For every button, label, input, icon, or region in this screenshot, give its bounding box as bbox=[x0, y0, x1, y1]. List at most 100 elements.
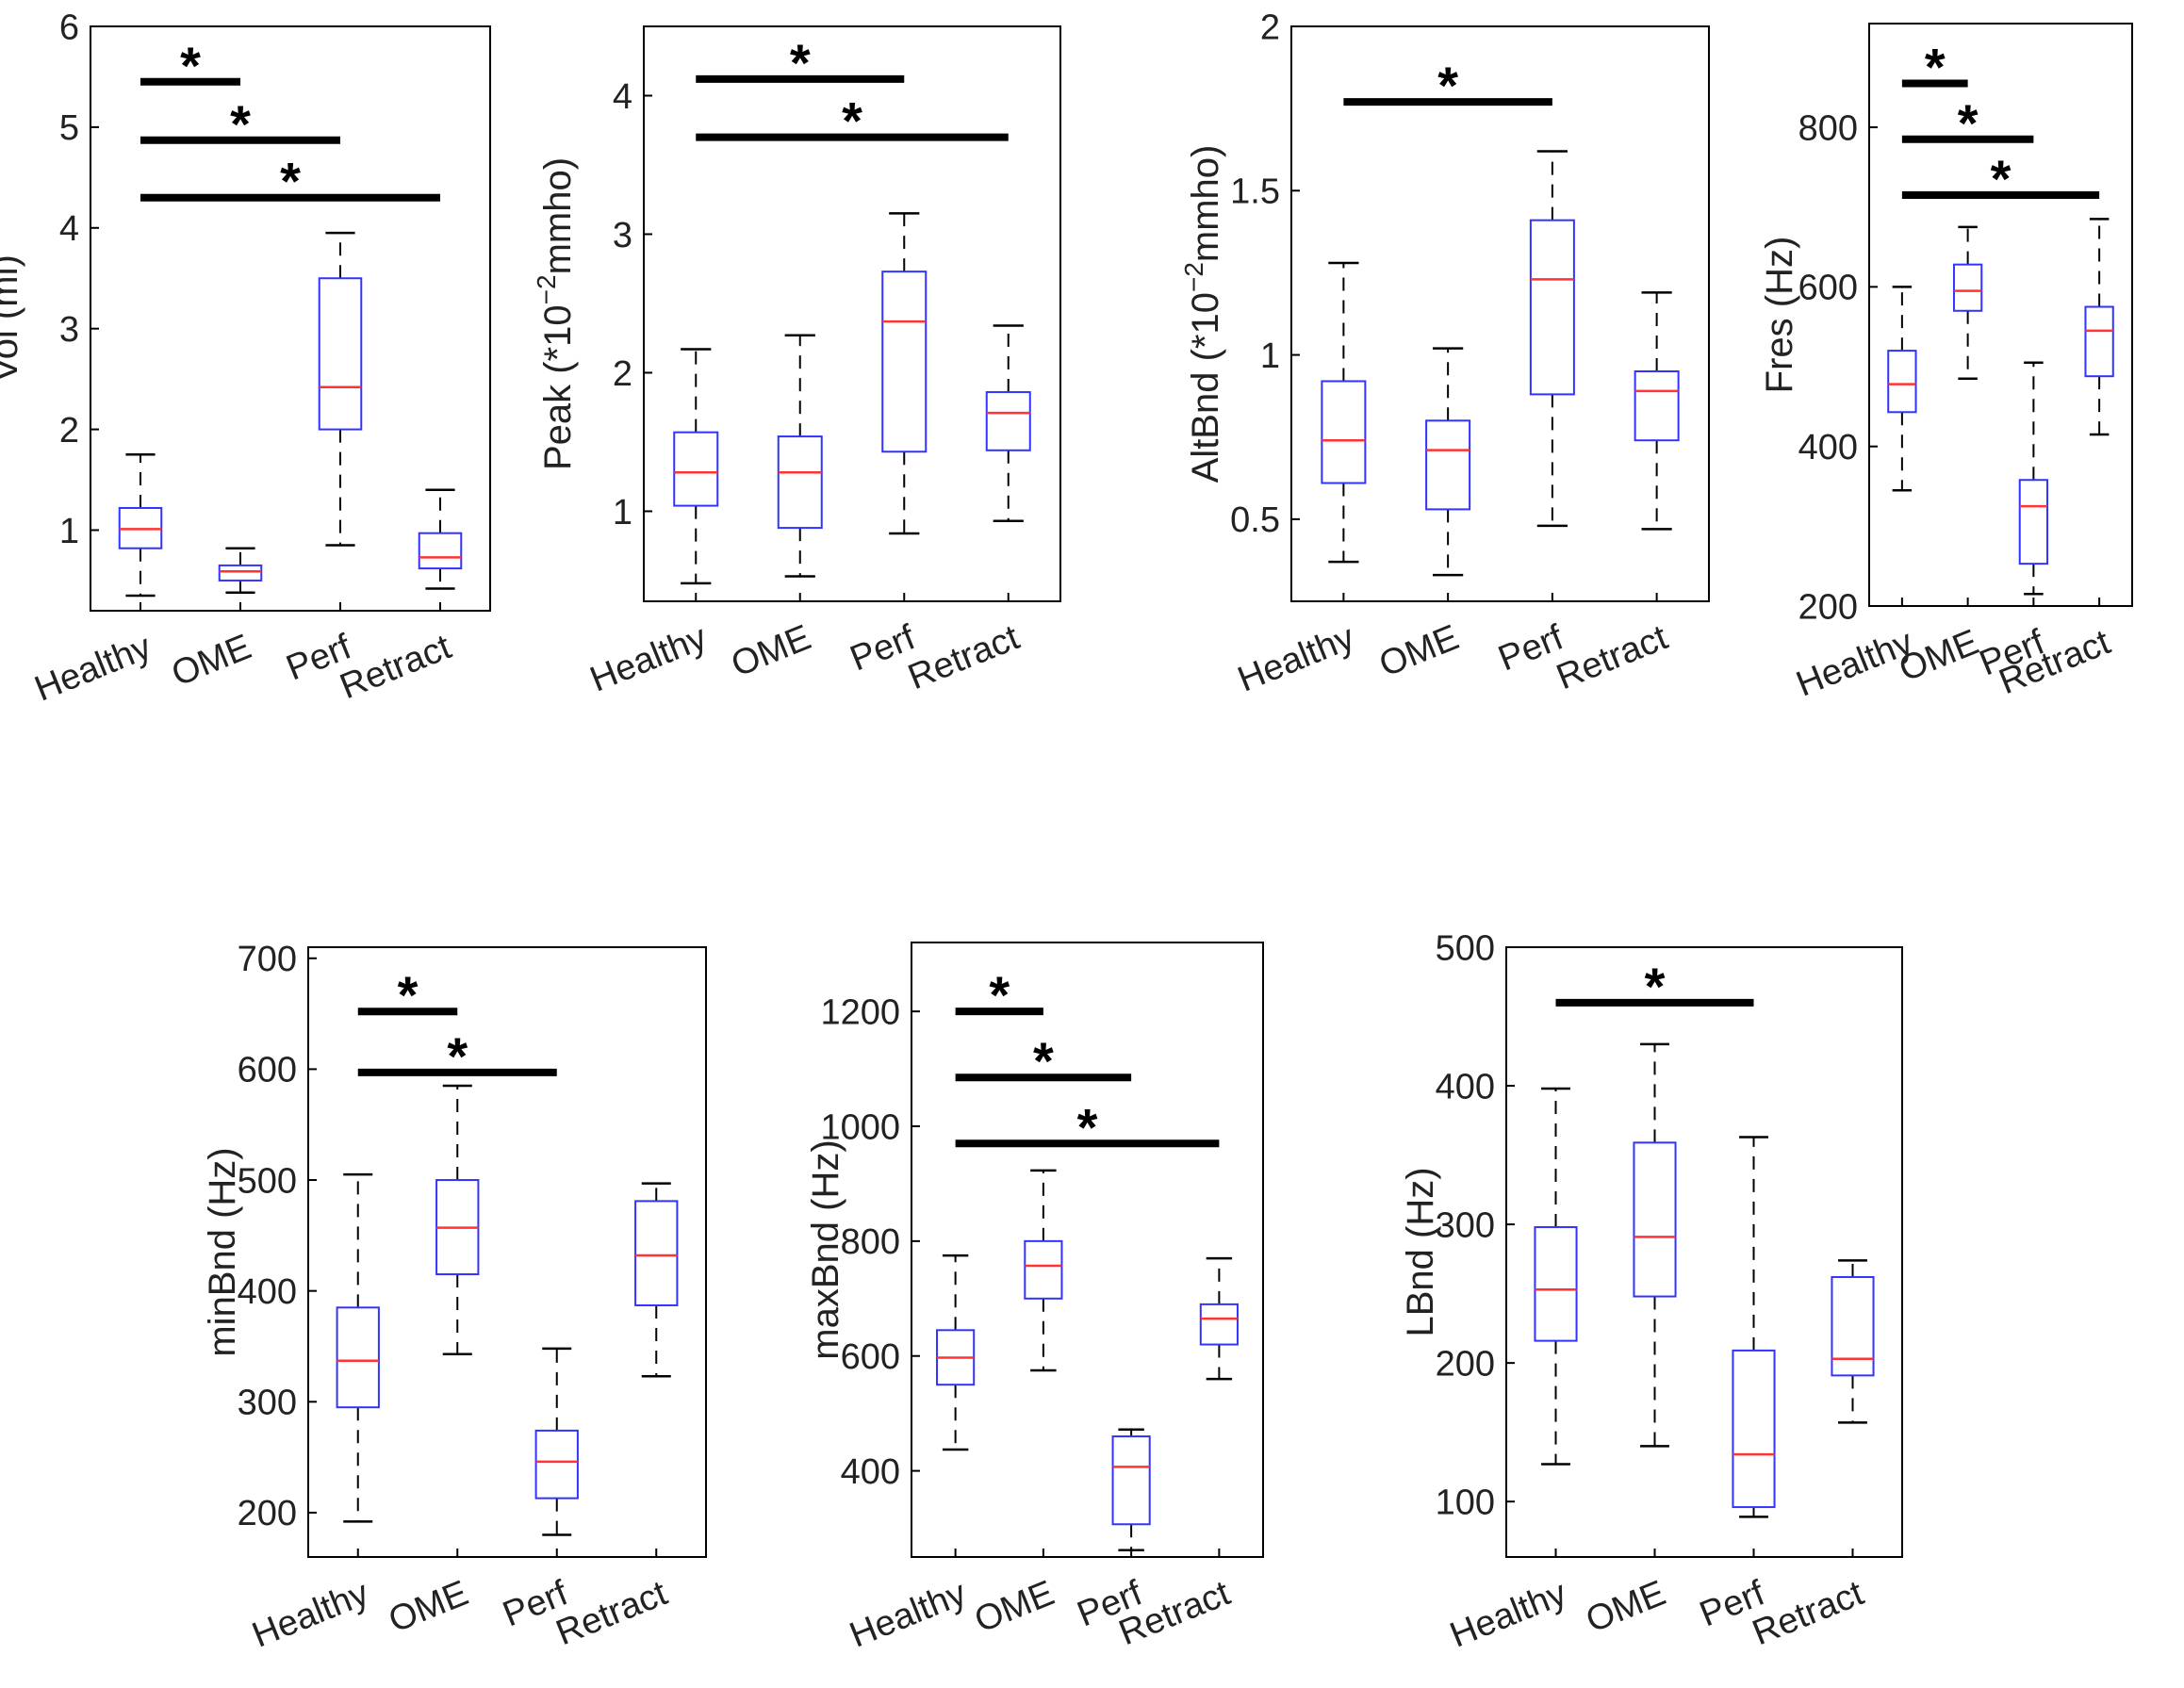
y-tick-label: 1000 bbox=[820, 1107, 900, 1147]
x-tick-label-healthy: Healthy bbox=[1233, 617, 1360, 699]
box-perf bbox=[1111, 1428, 1151, 1551]
y-axis-label: Vol (ml) bbox=[0, 254, 25, 383]
box-healthy bbox=[673, 348, 719, 585]
y-tick-label: 400 bbox=[1798, 428, 1858, 467]
y-axis-label-main: LBnd (Hz) bbox=[1400, 1167, 1441, 1336]
significance-star: * bbox=[230, 94, 251, 154]
box-ome bbox=[1633, 1042, 1677, 1448]
x-tick-label-retract: Retract bbox=[550, 1573, 673, 1653]
iqr-box bbox=[1732, 1349, 1776, 1509]
y-tick-label: 1 bbox=[613, 493, 632, 533]
box-ome bbox=[435, 1084, 480, 1355]
significance-star: * bbox=[280, 152, 301, 211]
box-retract bbox=[1634, 291, 1680, 531]
y-tick-label: 500 bbox=[238, 1161, 297, 1201]
y-axis-label: AltBnd (*10−2mmho) bbox=[1179, 145, 1226, 483]
y-axis-label: minBnd (Hz) bbox=[202, 1147, 243, 1356]
y-tick-label: 5 bbox=[59, 108, 79, 148]
significance-star: * bbox=[1645, 957, 1666, 1016]
x-tick-label-retract: Retract bbox=[1748, 1573, 1870, 1653]
iqr-box bbox=[1425, 419, 1471, 511]
y-tick-label: 1.5 bbox=[1230, 172, 1280, 212]
plot-frame bbox=[911, 942, 1264, 1558]
iqr-box bbox=[1199, 1303, 1239, 1346]
y-axis-label-exponent: −2 bbox=[1179, 262, 1208, 292]
significance-star: * bbox=[398, 965, 419, 1024]
box-perf bbox=[1529, 150, 1575, 528]
box-perf bbox=[881, 212, 928, 535]
x-tick-label-ome: OME bbox=[726, 617, 816, 684]
y-axis-label: Fres (Hz) bbox=[1759, 237, 1800, 394]
significance-star: * bbox=[790, 33, 811, 92]
box-healthy bbox=[1887, 286, 1917, 492]
iqr-box bbox=[1634, 370, 1680, 442]
x-tick-label-healthy: Healthy bbox=[247, 1573, 374, 1655]
y-tick-label: 1 bbox=[59, 512, 79, 551]
significance-star: * bbox=[989, 965, 1010, 1024]
y-axis-label: maxBnd (Hz) bbox=[805, 1139, 846, 1359]
y-tick-label: 600 bbox=[1798, 269, 1858, 308]
box-healthy bbox=[936, 1254, 976, 1451]
y-axis-label-main: Vol (ml) bbox=[0, 254, 25, 383]
significance-star: * bbox=[1077, 1097, 1098, 1156]
x-tick-label-healthy: Healthy bbox=[845, 1573, 972, 1655]
x-tick-label-ome: OME bbox=[1581, 1573, 1671, 1640]
significance-star: * bbox=[1033, 1031, 1054, 1090]
box-ome bbox=[218, 547, 263, 595]
y-axis-label-main: Peak (*10 bbox=[537, 304, 579, 470]
x-tick-label-ome: OME bbox=[166, 627, 256, 694]
plot-frame bbox=[643, 25, 1061, 602]
x-tick-label-retract: Retract bbox=[335, 627, 457, 707]
iqr-box bbox=[2084, 305, 2114, 378]
iqr-box bbox=[1321, 380, 1367, 484]
y-tick-label: 200 bbox=[238, 1494, 297, 1533]
box-retract bbox=[418, 488, 463, 590]
box-healthy bbox=[1534, 1087, 1578, 1466]
y-tick-label: 400 bbox=[238, 1272, 297, 1312]
plot-frame bbox=[1290, 25, 1710, 602]
box-ome bbox=[777, 334, 823, 578]
iqr-box bbox=[1529, 219, 1575, 396]
x-tick-label-healthy: Healthy bbox=[584, 617, 712, 699]
iqr-box bbox=[1111, 1435, 1151, 1526]
y-tick-label: 400 bbox=[841, 1452, 900, 1492]
iqr-box bbox=[1633, 1141, 1677, 1298]
x-tick-label-ome: OME bbox=[1374, 617, 1465, 684]
y-tick-label: 4 bbox=[613, 77, 632, 117]
y-axis-label: LBnd (Hz) bbox=[1400, 1167, 1441, 1336]
iqr-box bbox=[1952, 263, 1983, 312]
iqr-box bbox=[777, 435, 823, 530]
y-tick-label: 600 bbox=[238, 1051, 297, 1090]
iqr-box bbox=[218, 564, 263, 582]
iqr-box bbox=[318, 277, 363, 431]
x-tick-label-retract: Retract bbox=[1552, 617, 1674, 697]
iqr-box bbox=[2018, 479, 2049, 565]
y-tick-label: 300 bbox=[1436, 1205, 1495, 1245]
x-tick-label-healthy: Healthy bbox=[1445, 1573, 1572, 1655]
y-axis-label-main: Fres (Hz) bbox=[1759, 237, 1800, 394]
y-axis-label-exponent: −2 bbox=[532, 274, 561, 304]
x-tick-label-healthy: Healthy bbox=[29, 627, 156, 709]
iqr-box bbox=[1534, 1226, 1578, 1342]
iqr-box bbox=[418, 532, 463, 570]
y-tick-label: 100 bbox=[1436, 1483, 1495, 1522]
x-tick-label-ome: OME bbox=[969, 1573, 1059, 1640]
plot-frame bbox=[307, 946, 707, 1558]
y-tick-label: 400 bbox=[1436, 1067, 1495, 1106]
significance-star: * bbox=[447, 1026, 468, 1086]
iqr-box bbox=[634, 1200, 679, 1306]
y-tick-label: 800 bbox=[841, 1222, 900, 1262]
significance-star: * bbox=[1925, 37, 1946, 96]
y-tick-label: 2 bbox=[613, 354, 632, 394]
y-tick-label: 700 bbox=[238, 940, 297, 979]
y-tick-label: 2 bbox=[1260, 8, 1280, 47]
box-perf bbox=[2018, 361, 2049, 596]
box-healthy bbox=[118, 453, 163, 598]
y-tick-label: 6 bbox=[59, 8, 79, 47]
iqr-box bbox=[1831, 1275, 1875, 1377]
